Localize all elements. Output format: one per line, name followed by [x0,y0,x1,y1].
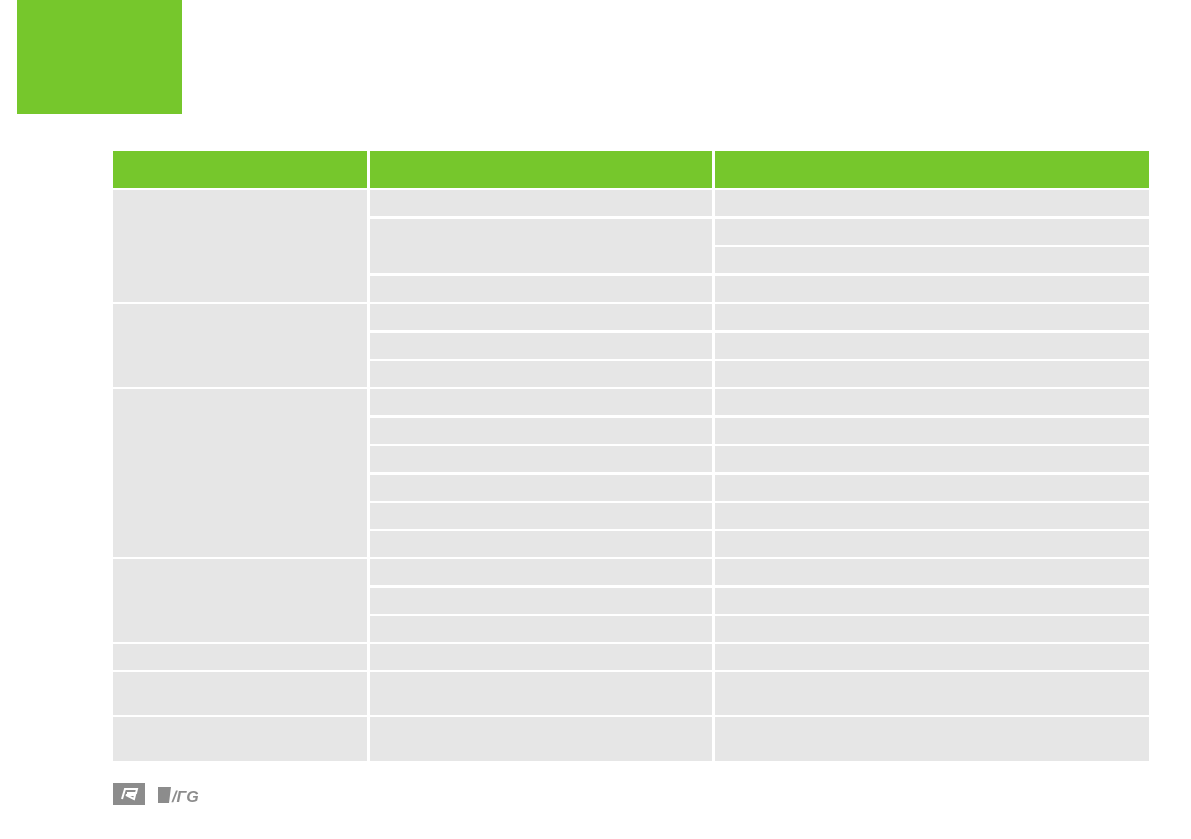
table-cell [113,304,367,387]
table-cell [370,503,712,529]
table-cell [370,276,712,302]
table-cell [715,276,1149,302]
table-cell [370,672,712,715]
table-cell [370,446,712,472]
table-cell [715,247,1149,273]
table-cell [715,361,1149,387]
table-cell [370,616,712,642]
table-cell [715,389,1149,415]
corner-block [17,0,182,114]
table-cell [113,644,367,670]
logo-glyph: /ΓG [171,789,199,806]
header-cell [715,151,1149,188]
header-cell [113,151,367,188]
table-cell [715,475,1149,501]
table-cell [113,672,367,715]
table-cell [715,559,1149,585]
logo-mark [158,787,171,803]
table-cell [370,304,712,330]
table-cell [715,304,1149,330]
table-cell [370,475,712,501]
table-cell [370,717,712,761]
table-cell [715,333,1149,359]
table-cell [113,717,367,761]
table-cell [715,446,1149,472]
table-cell [715,418,1149,444]
header-cell [370,151,712,188]
table-cell [715,531,1149,557]
logo-glyph [121,788,139,801]
table-cell [370,333,712,359]
table-cell [715,644,1149,670]
table-cell [715,190,1149,216]
table-cell [370,588,712,614]
table-cell [370,190,712,216]
table-cell [715,219,1149,245]
table-cell [370,219,712,273]
footer-logos: /ΓG [113,783,199,806]
table-cell [715,503,1149,529]
table-cell [370,531,712,557]
table-cell [715,616,1149,642]
table-cell [370,559,712,585]
table-cell [370,361,712,387]
table-cell [113,190,367,302]
table-cell [715,588,1149,614]
table-cell [715,717,1149,761]
table-cell [113,559,367,642]
table-cell [370,418,712,444]
table-cell [715,672,1149,715]
table-cell [370,389,712,415]
table-cell [370,644,712,670]
table-cell [113,389,367,557]
